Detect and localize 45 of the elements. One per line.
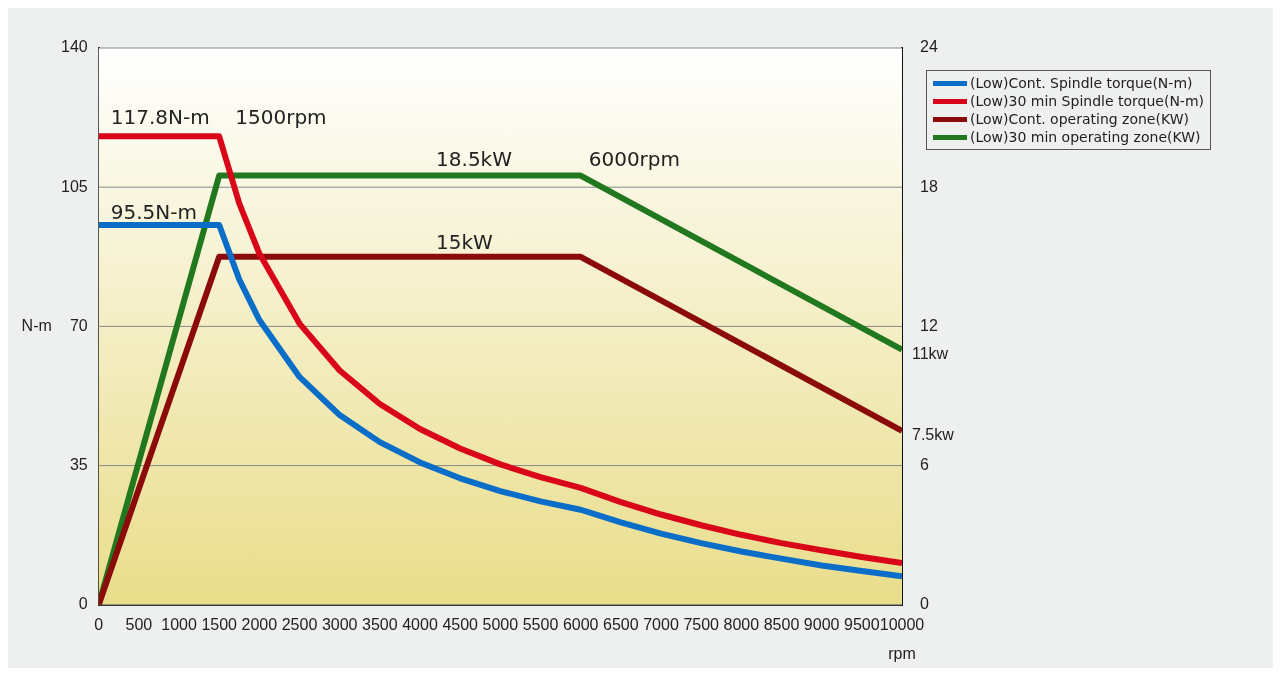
x-tick-label: 8500 xyxy=(763,615,800,633)
annotation: 6000rpm xyxy=(588,146,681,171)
y2-tick-label: 6 xyxy=(920,456,929,474)
x-tick-label: 1500 xyxy=(201,615,238,633)
y-tick-label: 0 xyxy=(78,595,88,613)
y2-tick-label: 24 xyxy=(920,38,938,56)
x-tick-label: 0 xyxy=(94,615,104,633)
annotation: 18.5kW xyxy=(436,146,513,171)
x-tick-label: 2000 xyxy=(241,615,278,633)
y-tick-label: 35 xyxy=(69,456,88,474)
y-tick-label: 140 xyxy=(60,38,88,56)
legend-label: (Low)30 min operating zone(KW) xyxy=(970,128,1201,146)
legend-label: (Low)Cont. operating zone(KW) xyxy=(970,110,1189,128)
y2-tick-label: 0 xyxy=(920,595,929,613)
y2-tick-label: 18 xyxy=(920,177,938,195)
x-tick-label: 3500 xyxy=(362,615,398,633)
legend-label: (Low)30 min Spindle torque(N-m) xyxy=(970,92,1205,110)
x-tick-label: 10000 xyxy=(879,615,925,633)
x-tick-label: 9500 xyxy=(844,615,880,633)
x-tick-label: 4000 xyxy=(402,615,438,633)
annotation: 117.8N-m xyxy=(110,104,210,129)
annotation: 1500rpm xyxy=(235,104,327,129)
text: 11kw xyxy=(912,345,949,363)
x-tick-label: 2500 xyxy=(281,615,318,633)
x-tick-label: 8000 xyxy=(723,615,760,633)
legend-label: (Low)Cont. Spindle torque(N-m) xyxy=(970,74,1193,92)
x-tick-label: 6500 xyxy=(603,615,639,633)
x-tick-label: 4500 xyxy=(442,615,479,633)
text: 7.5kw xyxy=(912,426,955,444)
y-tick-label: 70 xyxy=(69,316,88,334)
annotation: 15kW xyxy=(436,230,494,255)
x-tick-label: 7000 xyxy=(643,615,679,633)
x-tick-label: 9000 xyxy=(803,615,840,633)
x-tick-label: 5500 xyxy=(522,615,559,633)
y2-tick-label: 12 xyxy=(920,316,938,334)
y-axis-title: N-m xyxy=(21,316,52,334)
x-tick-label: 5000 xyxy=(482,615,519,633)
annotation: 95.5N-m xyxy=(110,199,197,224)
x-axis-title: rpm xyxy=(888,645,916,663)
y-tick-label: 105 xyxy=(60,177,88,195)
x-tick-label: 6000 xyxy=(562,615,599,633)
x-tick-label: 7500 xyxy=(683,615,720,633)
x-tick-label: 500 xyxy=(125,615,153,633)
x-tick-label: 1000 xyxy=(161,615,197,633)
x-tick-label: 3000 xyxy=(321,615,358,633)
